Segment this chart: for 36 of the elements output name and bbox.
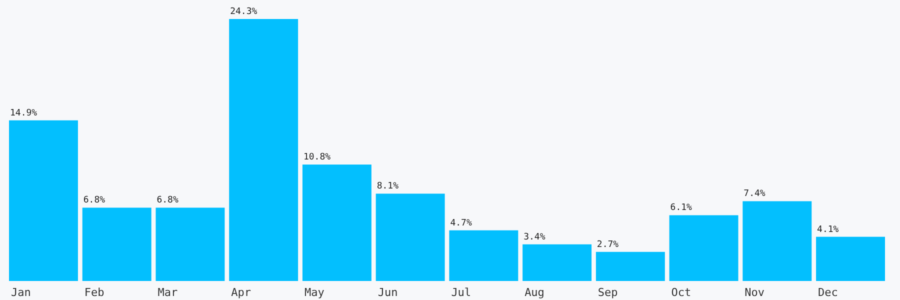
data-label: 10.8% bbox=[303, 152, 332, 163]
x-tick-label: Dec bbox=[818, 286, 838, 299]
bar bbox=[669, 215, 738, 281]
bar bbox=[82, 208, 152, 281]
x-tick-label: Jun bbox=[378, 286, 398, 299]
bar bbox=[522, 244, 592, 281]
x-tick-label: Feb bbox=[84, 286, 104, 299]
bar bbox=[376, 194, 445, 281]
x-tick-label: Aug bbox=[524, 286, 544, 299]
bar bbox=[742, 201, 812, 281]
data-label: 6.8% bbox=[83, 196, 106, 206]
bar bbox=[9, 120, 78, 281]
data-label: 4.1% bbox=[817, 224, 840, 235]
bar bbox=[816, 236, 885, 281]
data-label: 6.1% bbox=[670, 203, 693, 214]
data-label: 7.4% bbox=[744, 189, 766, 200]
bar bbox=[156, 208, 225, 281]
data-label: 4.7% bbox=[450, 218, 472, 228]
data-label: 2.7% bbox=[596, 240, 620, 250]
bar bbox=[596, 252, 665, 281]
x-tick-label: May bbox=[304, 286, 325, 299]
x-tick-label: Mar bbox=[158, 286, 178, 299]
bar bbox=[449, 230, 518, 281]
x-tick-label: Sep bbox=[598, 286, 618, 299]
data-label: 24.3% bbox=[230, 7, 258, 17]
x-tick-label: Nov bbox=[744, 286, 765, 299]
data-label: 3.4% bbox=[524, 232, 546, 242]
x-tick-label: Oct bbox=[671, 286, 692, 299]
x-tick-label: Apr bbox=[231, 286, 252, 299]
data-label: 14.9% bbox=[10, 108, 38, 118]
bar bbox=[229, 19, 298, 281]
x-tick-label: Jan bbox=[11, 286, 31, 299]
data-label: 6.8% bbox=[156, 196, 179, 206]
x-tick-label: Jul bbox=[451, 286, 472, 299]
bar bbox=[302, 164, 372, 281]
data-label: 8.1% bbox=[376, 182, 400, 192]
